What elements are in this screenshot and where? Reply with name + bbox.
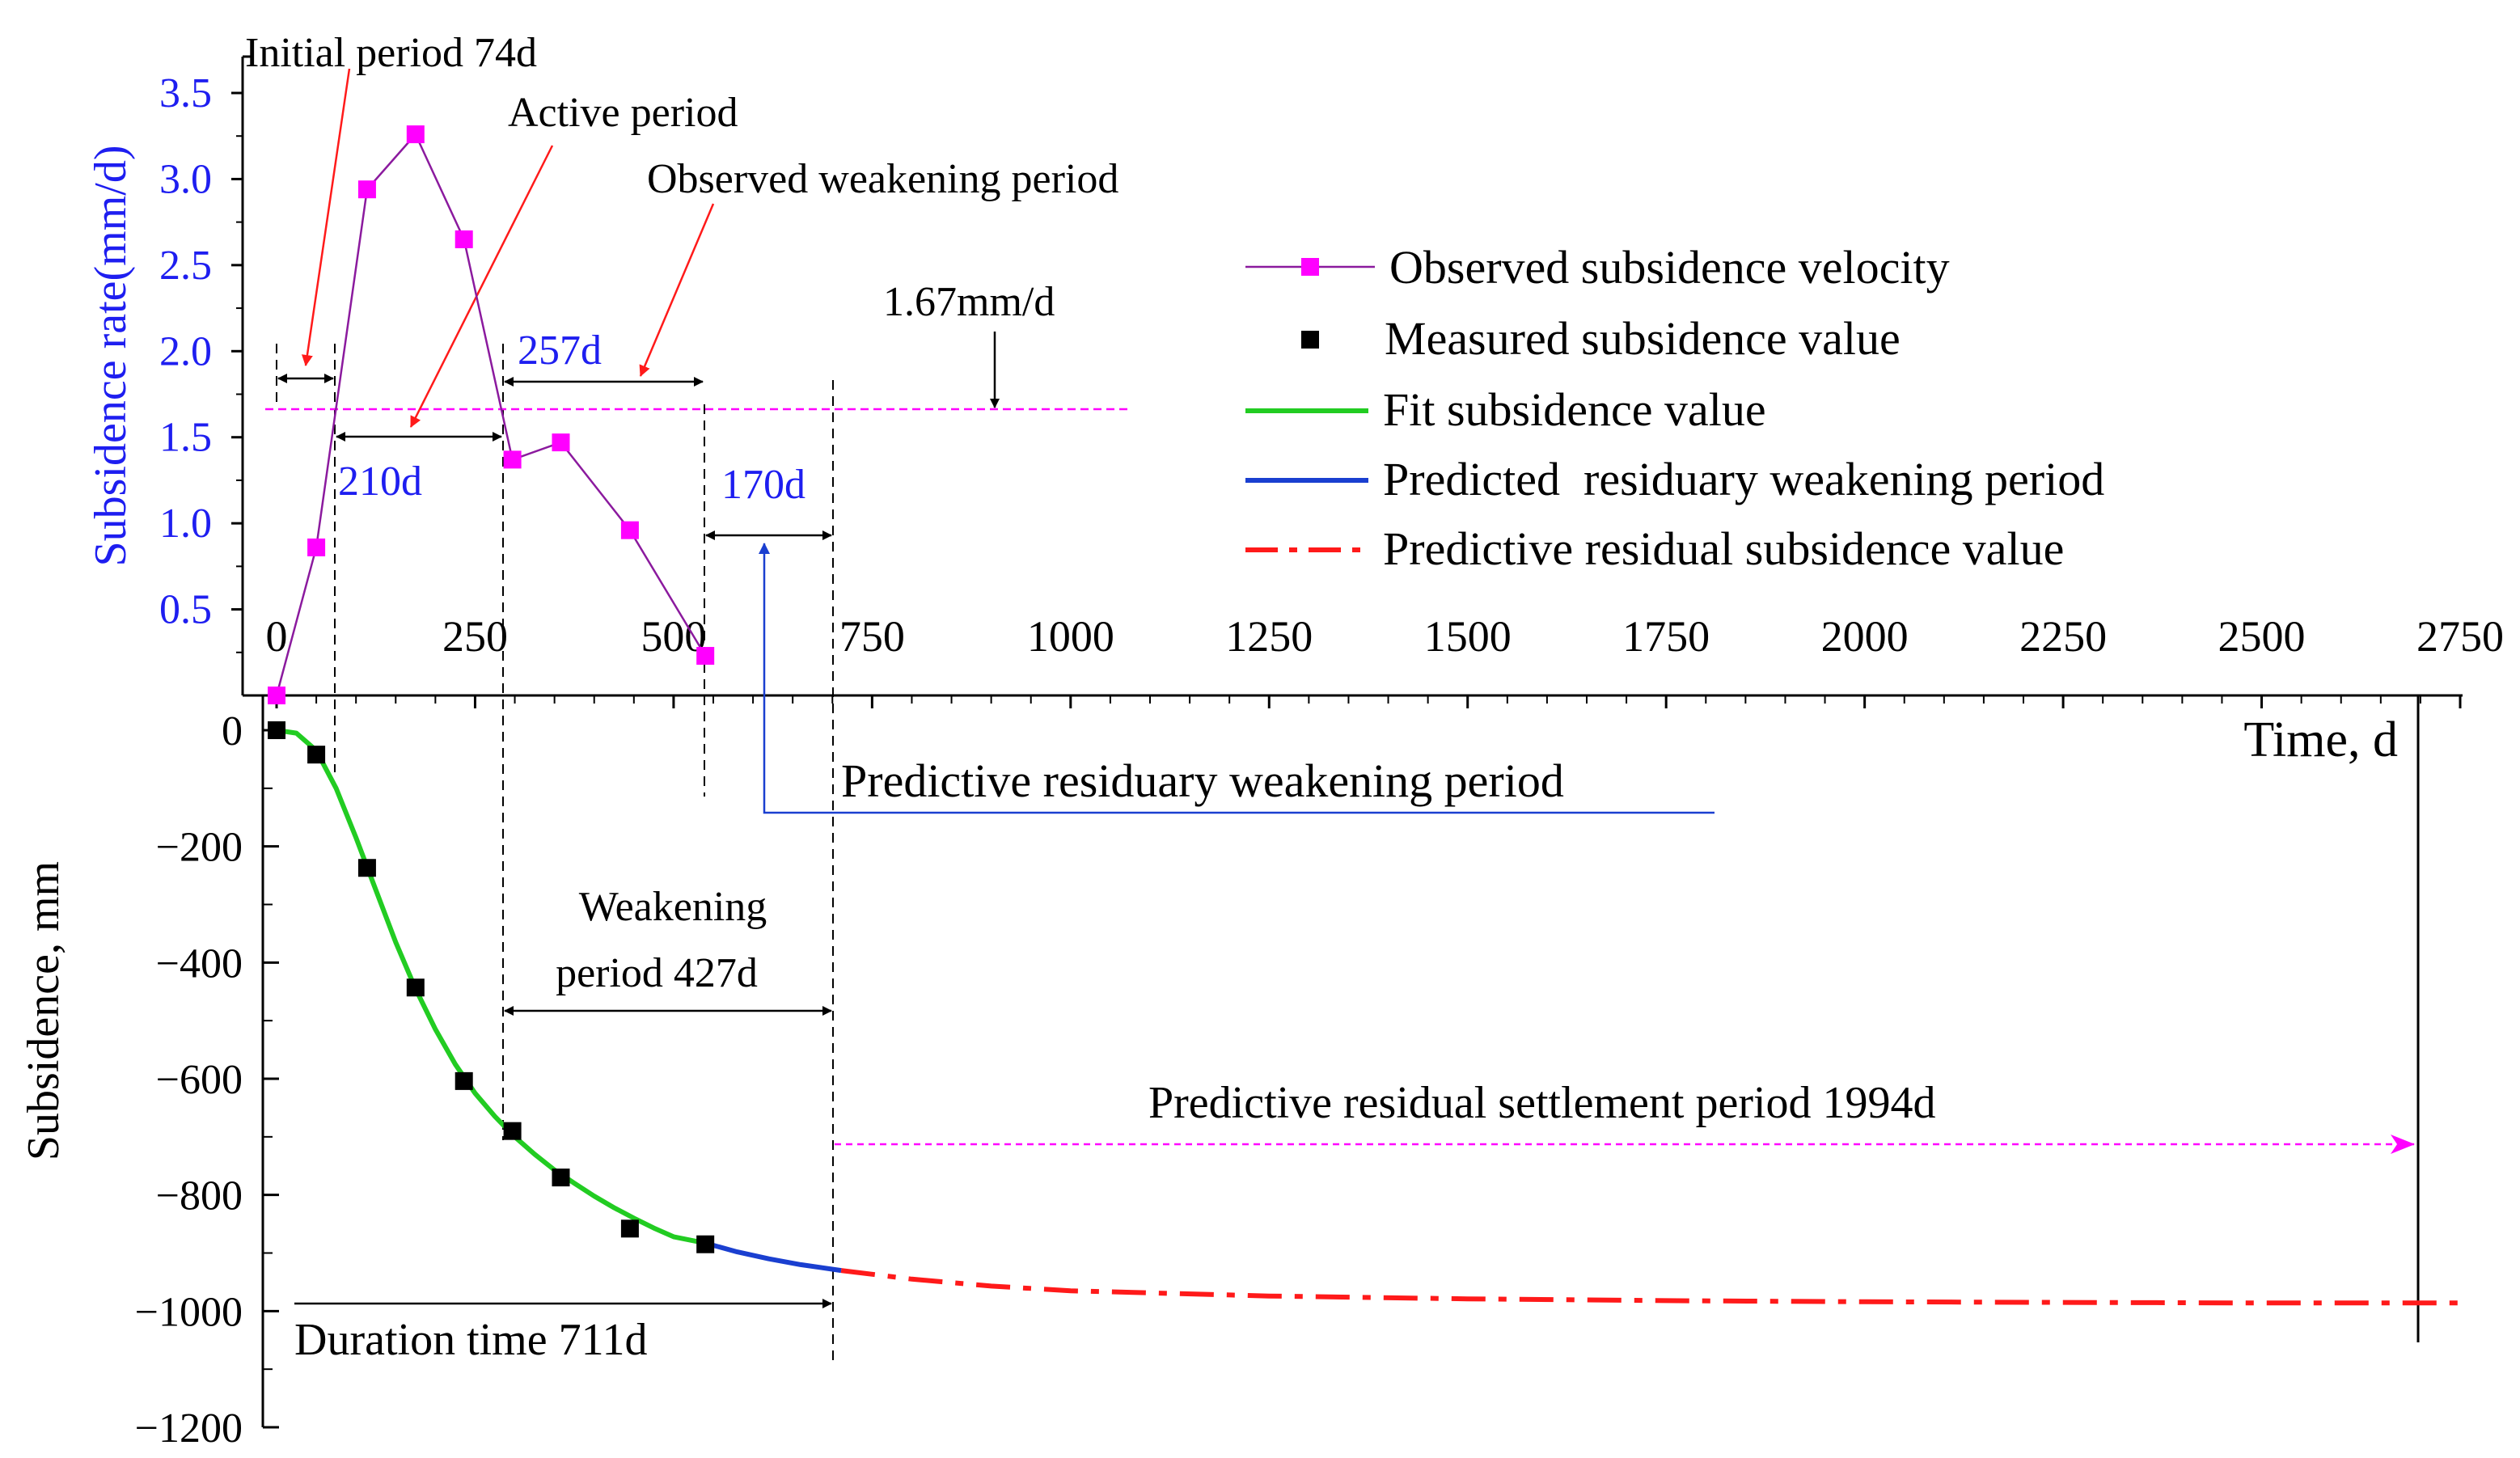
bottom-y-tick-label: −800: [156, 1173, 243, 1219]
measured-point: [307, 746, 326, 764]
top-series: [268, 125, 715, 704]
top-y-tick-label: 2.5: [159, 243, 212, 289]
measured-point: [503, 1122, 522, 1140]
top-y-tick-label: 1.5: [159, 415, 212, 461]
velocity-point: [406, 125, 425, 144]
label-duration: Duration time 711d: [294, 1315, 648, 1365]
legend-item-measured: Measured subsidence value: [1301, 312, 1901, 365]
measured-point: [406, 978, 425, 997]
measured-point: [696, 1235, 715, 1253]
label-span-210d: 210d: [338, 459, 422, 505]
label-observed-weakening: Observed weakening period: [647, 156, 1118, 202]
label-span-170d: 170d: [721, 462, 805, 508]
label-threshold: 1.67mm/d: [883, 279, 1055, 325]
legend-label-measured: Measured subsidence value: [1385, 312, 1901, 365]
velocity-point: [620, 521, 639, 539]
label-weakening-line1: Weakening: [579, 884, 767, 930]
series-velocity-line: [275, 132, 707, 696]
bottom-y-tick-label: −600: [156, 1057, 243, 1103]
velocity-point: [357, 180, 376, 199]
callout-initial-period: [301, 68, 351, 366]
x-tick-label: 750: [839, 612, 905, 661]
velocity-point: [307, 538, 326, 556]
velocity-point: [696, 647, 715, 666]
label-active-period: Active period: [508, 90, 738, 136]
measured-point: [552, 1169, 570, 1187]
top-y-axis-title: Subsidence rate(mm/d): [86, 146, 136, 567]
measured-point: [357, 859, 376, 877]
callout-predictive-residuary: [759, 543, 1715, 814]
series-fit-subsidence: [276, 728, 706, 1246]
label-residual-period: Predictive residual settlement period 19…: [1148, 1078, 1936, 1128]
annotation-text: Initial period 74d Active period Observe…: [245, 30, 1936, 1365]
legend-item-residual: Predictive residual subsidence value: [1245, 522, 2064, 575]
label-predictive-residuary: Predictive residuary weakening period: [841, 754, 1564, 807]
measured-point: [268, 721, 285, 739]
top-y-tick-label: 1.0: [159, 501, 212, 547]
series-predicted-residuary: [704, 1240, 842, 1274]
top-y-tick-label: 2.0: [159, 328, 212, 374]
legend-item-fit: Fit subsidence value: [1245, 383, 1766, 436]
measured-point: [620, 1219, 639, 1238]
velocity-point: [552, 433, 570, 452]
x-tick-label: 1000: [1027, 612, 1114, 661]
legend: Observed subsidence velocity Measured su…: [1245, 241, 2104, 575]
x-tick-label: 2750: [2416, 612, 2504, 661]
x-tick-label: 250: [442, 612, 508, 661]
x-axis-title: Time, d: [2243, 712, 2398, 767]
x-ticks: 0 250 500 750 1000 1250 1500 1750 2000 2250 2500 27…: [266, 612, 2504, 708]
x-tick-label: 2500: [2218, 612, 2306, 661]
velocity-point: [455, 230, 473, 248]
legend-item-velocity: Observed subsidence velocity: [1245, 241, 1950, 294]
label-initial-period: Initial period 74d: [245, 30, 537, 76]
bottom-y-axis-title: Subsidence, mm: [19, 861, 69, 1160]
bottom-y-tick-label: −1200: [135, 1405, 243, 1452]
label-weakening-line2: period 427d: [556, 950, 758, 996]
callout-observed-weakening: [639, 203, 715, 377]
top-y-tick-label: 3.5: [159, 70, 212, 116]
x-tick-label: 2250: [2019, 612, 2107, 661]
bottom-series: [268, 721, 2460, 1306]
x-tick-label: 2000: [1821, 612, 1909, 661]
legend-label-velocity: Observed subsidence velocity: [1389, 241, 1950, 294]
bottom-y-tick-label: −1000: [135, 1289, 243, 1335]
bottom-y-tick-label: −200: [156, 825, 243, 871]
x-tick-label: 1500: [1424, 612, 1512, 661]
axes: 0.5 1.0 1.5 2.0 2.5 3.0 3.5 0 250 500 750 1000 1250…: [135, 55, 2504, 1452]
top-y-ticks: 0.5 1.0 1.5 2.0 2.5 3.0 3.5: [159, 70, 243, 653]
bottom-y-ticks: 0 −200 −400 −600 −800 −1000 −1200: [135, 708, 279, 1452]
velocity-point: [268, 687, 285, 704]
legend-label-residual: Predictive residual subsidence value: [1383, 522, 2064, 575]
legend-marker-measured: [1301, 331, 1319, 349]
x-tick-label: 500: [641, 612, 706, 661]
legend-label-fit: Fit subsidence value: [1383, 383, 1766, 436]
measured-point: [455, 1071, 473, 1090]
guide-lines: [265, 68, 2420, 1367]
bottom-y-tick-label: −400: [156, 940, 243, 987]
x-tick-label: 0: [266, 612, 288, 661]
legend-label-predicted: Predicted residuary weakening period: [1383, 453, 2104, 505]
series-predictive-residual: [840, 1268, 2460, 1306]
legend-marker-velocity: [1301, 258, 1319, 276]
label-span-257d: 257d: [518, 328, 602, 374]
top-y-tick-label: 3.0: [159, 156, 212, 202]
callout-active-period: [409, 145, 554, 428]
x-tick-label: 1250: [1225, 612, 1313, 661]
velocity-point: [503, 450, 522, 469]
bottom-y-tick-label: 0: [222, 708, 243, 754]
legend-item-predicted: Predicted residuary weakening period: [1245, 453, 2104, 505]
x-tick-label: 1750: [1622, 612, 1710, 661]
top-y-tick-label: 0.5: [159, 587, 212, 633]
